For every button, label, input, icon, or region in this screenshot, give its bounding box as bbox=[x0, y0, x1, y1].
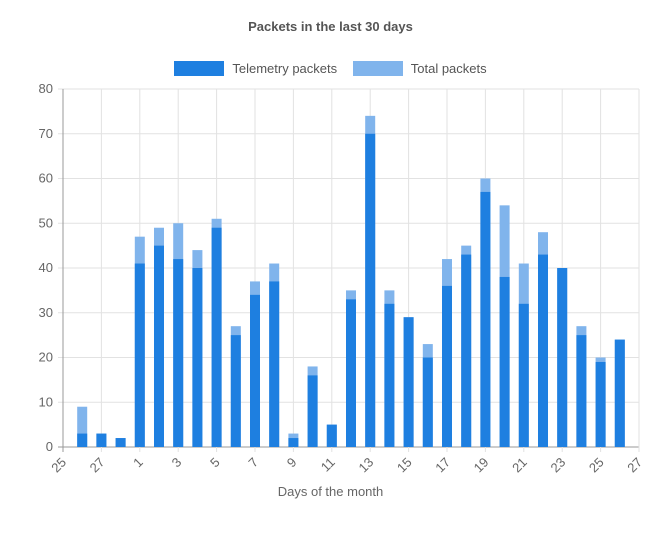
bar-telemetry-packets bbox=[269, 281, 280, 447]
y-tick-label: 70 bbox=[39, 126, 53, 141]
legend-label-telemetry: Telemetry packets bbox=[232, 61, 338, 76]
x-tick-label: 3 bbox=[169, 455, 185, 471]
bar-telemetry-packets bbox=[422, 357, 433, 447]
legend-label-total: Total packets bbox=[410, 61, 487, 76]
legend-swatch-total bbox=[352, 61, 403, 76]
y-tick-label: 80 bbox=[39, 81, 53, 96]
x-tick-label: 9 bbox=[284, 455, 300, 471]
bar-telemetry-packets bbox=[595, 361, 606, 447]
bar-telemetry-packets bbox=[403, 317, 414, 447]
x-tick-label: 11 bbox=[318, 455, 338, 475]
bar-telemetry-packets bbox=[614, 339, 625, 447]
bar-telemetry-packets bbox=[538, 254, 548, 447]
bar-telemetry-packets bbox=[346, 299, 356, 447]
bar-telemetry-packets bbox=[96, 433, 107, 447]
x-axis-label: Days of the month bbox=[277, 484, 384, 499]
bar-total-packets bbox=[77, 406, 88, 447]
bar-telemetry-packets bbox=[499, 276, 510, 447]
bar-telemetry-packets bbox=[557, 268, 568, 447]
y-tick-label: 50 bbox=[39, 215, 53, 230]
chart-title: Packets in the last 30 days bbox=[248, 19, 413, 34]
x-tick-label: 25 bbox=[586, 455, 607, 476]
legend-item-total[interactable]: Total packets bbox=[352, 61, 487, 76]
x-tick-label: 17 bbox=[432, 455, 453, 476]
x-tick-label: 27 bbox=[624, 455, 645, 476]
bar-telemetry-packets bbox=[442, 285, 452, 447]
bar-telemetry-packets bbox=[173, 259, 184, 447]
y-tick-label: 60 bbox=[39, 171, 53, 186]
bar-telemetry-packets bbox=[365, 133, 376, 447]
legend-item-telemetry[interactable]: Telemetry packets bbox=[174, 61, 337, 76]
x-tick-label: 7 bbox=[245, 455, 261, 471]
x-tick-label: 21 bbox=[509, 455, 530, 476]
bar-telemetry-packets bbox=[518, 303, 529, 447]
bar-telemetry-packets bbox=[77, 433, 88, 447]
y-tick-label: 40 bbox=[39, 260, 53, 275]
bar-telemetry-packets bbox=[134, 263, 145, 447]
bar-telemetry-packets bbox=[461, 254, 472, 447]
y-tick-label: 20 bbox=[39, 350, 53, 365]
bar-telemetry-packets bbox=[288, 438, 299, 447]
bar-telemetry-packets bbox=[480, 191, 491, 447]
bar-telemetry-packets bbox=[115, 438, 126, 447]
bar-telemetry-packets bbox=[576, 335, 587, 447]
bar-telemetry-packets bbox=[384, 303, 395, 447]
x-tick-label: 5 bbox=[207, 455, 223, 471]
x-tick-label: 27 bbox=[87, 455, 108, 476]
bar-telemetry-packets bbox=[307, 375, 318, 447]
y-tick-label: 30 bbox=[39, 305, 53, 320]
bar-telemetry-packets bbox=[211, 227, 222, 447]
y-tick-label: 10 bbox=[39, 394, 53, 409]
x-tick-label: 23 bbox=[547, 455, 568, 476]
bar-telemetry-packets bbox=[192, 268, 203, 447]
bar-telemetry-packets bbox=[250, 294, 260, 447]
x-tick-label: 13 bbox=[355, 455, 376, 476]
legend: Telemetry packets Total packets bbox=[0, 61, 661, 79]
x-tick-label: 1 bbox=[130, 455, 146, 471]
legend-swatch-telemetry bbox=[174, 61, 225, 76]
bar-telemetry-packets bbox=[326, 424, 337, 447]
x-tick-label: 25 bbox=[48, 455, 69, 476]
bar-telemetry-packets bbox=[154, 245, 164, 447]
y-tick-label: 0 bbox=[46, 439, 53, 454]
x-tick-label: 15 bbox=[394, 455, 415, 476]
x-tick-label: 19 bbox=[471, 455, 492, 476]
bar-telemetry-packets bbox=[230, 335, 241, 447]
